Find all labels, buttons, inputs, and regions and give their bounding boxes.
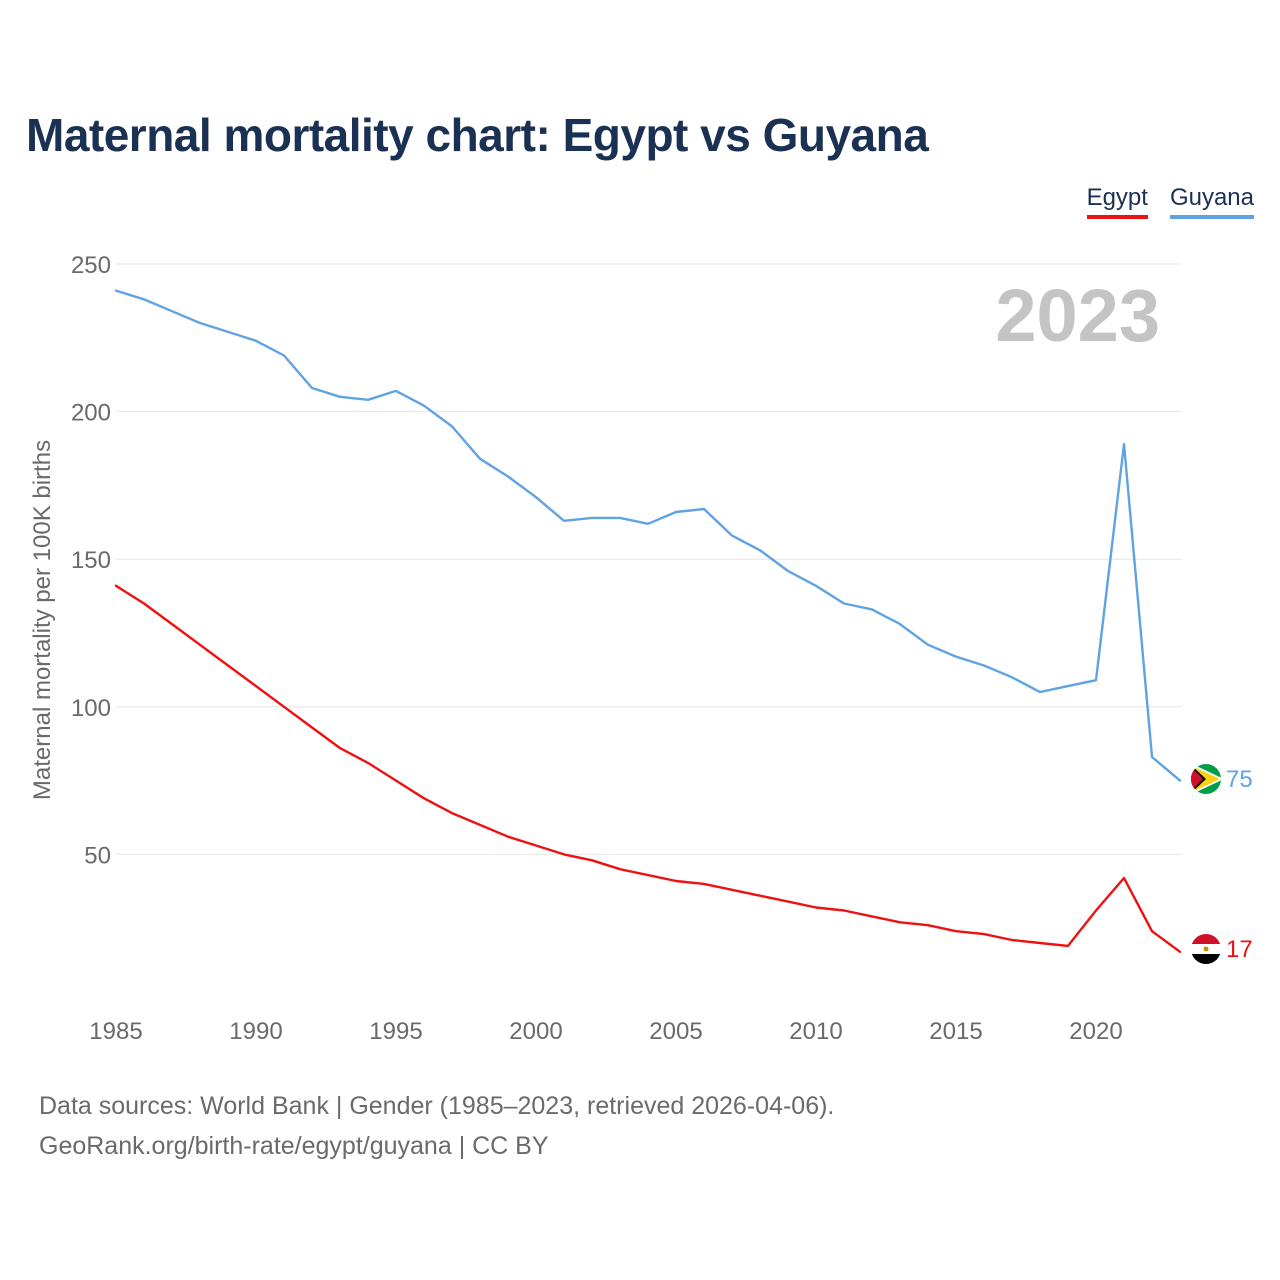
y-axis-label: Maternal mortality per 100K births bbox=[29, 440, 56, 800]
x-tick-label: 2015 bbox=[929, 1018, 982, 1045]
x-tick-label: 1995 bbox=[369, 1018, 422, 1045]
y-tick-label: 250 bbox=[71, 252, 111, 279]
y-tick-label: 150 bbox=[71, 547, 111, 574]
legend-item-guyana[interactable]: Guyana bbox=[1169, 184, 1254, 219]
legend: Egypt Guyana bbox=[1086, 184, 1254, 219]
y-tick-label: 100 bbox=[71, 695, 111, 722]
footer-source: Data sources: World Bank | Gender (1985–… bbox=[39, 1092, 835, 1120]
y-tick-label: 50 bbox=[84, 842, 111, 869]
x-tick-label: 2020 bbox=[1069, 1018, 1122, 1045]
footer: Data sources: World Bank | Gender (1985–… bbox=[39, 1086, 834, 1166]
series bbox=[114, 289, 1182, 953]
footer-link[interactable]: GeoRank.org/birth-rate/egypt/guyana | CC… bbox=[39, 1132, 549, 1160]
chart-title: Maternal mortality chart: Egypt vs Guyan… bbox=[26, 109, 929, 161]
guyana-flag-icon bbox=[1191, 764, 1221, 794]
x-tick-label: 2005 bbox=[649, 1018, 702, 1045]
egypt-flag-icon bbox=[1191, 934, 1221, 964]
x-tick-label: 1990 bbox=[229, 1018, 282, 1045]
egypt-end-label: 17 bbox=[1226, 936, 1253, 963]
axes: 50 100 150 200 250 1985 1990 1995 2000 2005 2010 20… bbox=[71, 252, 1123, 1045]
series-line-egypt[interactable] bbox=[114, 584, 1182, 953]
x-tick-label: 2000 bbox=[509, 1018, 562, 1045]
y-tick-label: 200 bbox=[71, 400, 111, 427]
guyana-end-label: 75 bbox=[1226, 766, 1253, 793]
gridlines bbox=[116, 263, 1182, 855]
x-tick-label: 1985 bbox=[89, 1018, 142, 1045]
series-line-guyana[interactable] bbox=[114, 289, 1182, 782]
x-tick-label: 2010 bbox=[789, 1018, 842, 1045]
year-watermark: 2023 bbox=[995, 274, 1160, 357]
legend-item-egypt[interactable]: Egypt bbox=[1086, 184, 1148, 219]
